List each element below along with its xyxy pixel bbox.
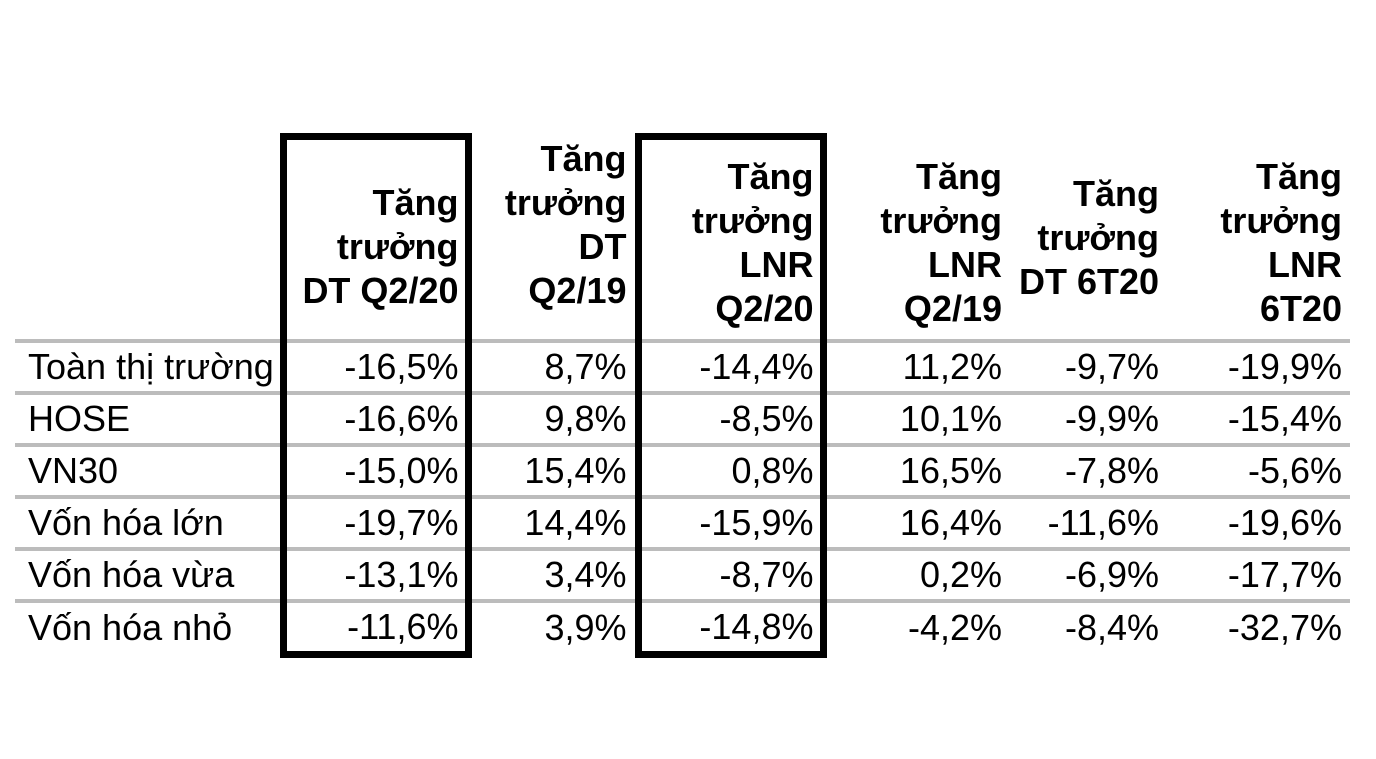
table-row: Toàn thị trường -16,5% 8,7% -14,4% 11,2% -9,7… xyxy=(15,338,1350,393)
cell-value: 11,2% xyxy=(823,338,1010,393)
cell-value: 0,2% xyxy=(823,546,1010,601)
table-row: VN30 -15,0% 15,4% 0,8% 16,5% -7,8% -5,6% xyxy=(15,442,1350,497)
cell-value: -11,6% xyxy=(279,598,472,658)
cell-value: 10,1% xyxy=(823,390,1010,445)
cell-value: 0,8% xyxy=(634,442,827,497)
cell-value: -19,6% xyxy=(1167,494,1350,549)
cell-value: -11,6% xyxy=(1010,494,1167,549)
cell-value: -6,9% xyxy=(1010,546,1167,601)
row-label: Vốn hóa lớn xyxy=(15,494,283,549)
cell-value: -32,7% xyxy=(1167,598,1350,654)
column-header-dt-q2-20: Tăng trưởng DT Q2/20 xyxy=(279,133,472,341)
cell-value: -5,6% xyxy=(1167,442,1350,497)
corner-cell xyxy=(15,137,283,341)
cell-value: 14,4% xyxy=(468,494,638,549)
column-header-lnr-6t20: Tăng trưởng LNR 6T20 xyxy=(1220,155,1342,329)
cell-value: -14,8% xyxy=(634,598,827,658)
cell-value: 9,8% xyxy=(468,390,638,445)
row-label: VN30 xyxy=(15,442,283,497)
table-body: Toàn thị trường -16,5% 8,7% -14,4% 11,2% -9,7… xyxy=(15,338,1350,658)
cell-value: -13,1% xyxy=(279,546,472,601)
table-row: Vốn hóa lớn -19,7% 14,4% -15,9% 16,4% -11,6% -… xyxy=(15,494,1350,549)
cell-value: -16,6% xyxy=(279,390,472,445)
cell-value: -15,9% xyxy=(634,494,827,549)
cell-value: 15,4% xyxy=(468,442,638,497)
cell-value: -15,0% xyxy=(279,442,472,497)
row-label: Vốn hóa nhỏ xyxy=(15,598,283,654)
column-header-lnr-q2-20: Tăng trưởng LNR Q2/20 xyxy=(634,133,827,341)
row-label: HOSE xyxy=(15,390,283,445)
table-row: Vốn hóa nhỏ -11,6% 3,9% -14,8% -4,2% -8,4% -32… xyxy=(15,598,1350,658)
cell-value: -4,2% xyxy=(823,598,1010,654)
cell-value: -17,7% xyxy=(1167,546,1350,601)
cell-value: -15,4% xyxy=(1167,390,1350,445)
cell-value: 8,7% xyxy=(468,338,638,393)
cell-value: -7,8% xyxy=(1010,442,1167,497)
cell-value: 16,4% xyxy=(823,494,1010,549)
cell-value: 3,9% xyxy=(468,598,638,654)
row-label: Vốn hóa vừa xyxy=(15,546,283,601)
table-row: HOSE -16,6% 9,8% -8,5% 10,1% -9,9% -15,4% xyxy=(15,390,1350,445)
cell-value: 16,5% xyxy=(823,442,1010,497)
cell-value: -9,7% xyxy=(1010,338,1167,393)
row-label: Toàn thị trường xyxy=(15,338,283,393)
cell-value: 3,4% xyxy=(468,546,638,601)
cell-value: -8,4% xyxy=(1010,598,1167,654)
growth-table: Tăng trưởng DT Q2/20 Tăng trưởng DT Q2/1… xyxy=(15,133,1350,658)
column-header-lnr-q2-19: Tăng trưởng LNR Q2/19 xyxy=(880,155,1002,329)
column-header-dt-6t20: Tăng trưởng DT 6T20 xyxy=(1018,172,1159,302)
cell-value: -19,7% xyxy=(279,494,472,549)
cell-value: -16,5% xyxy=(279,338,472,393)
cell-value: -14,4% xyxy=(634,338,827,393)
cell-value: -8,5% xyxy=(634,390,827,445)
column-header-dt-q2-19: Tăng trưởng DT Q2/19 xyxy=(504,137,627,311)
cell-value: -9,9% xyxy=(1010,390,1167,445)
table-row: Vốn hóa vừa -13,1% 3,4% -8,7% 0,2% -6,9% -17,7… xyxy=(15,546,1350,601)
header-row: Tăng trưởng DT Q2/20 Tăng trưởng DT Q2/1… xyxy=(15,133,1350,341)
cell-value: -19,9% xyxy=(1167,338,1350,393)
cell-value: -8,7% xyxy=(634,546,827,601)
